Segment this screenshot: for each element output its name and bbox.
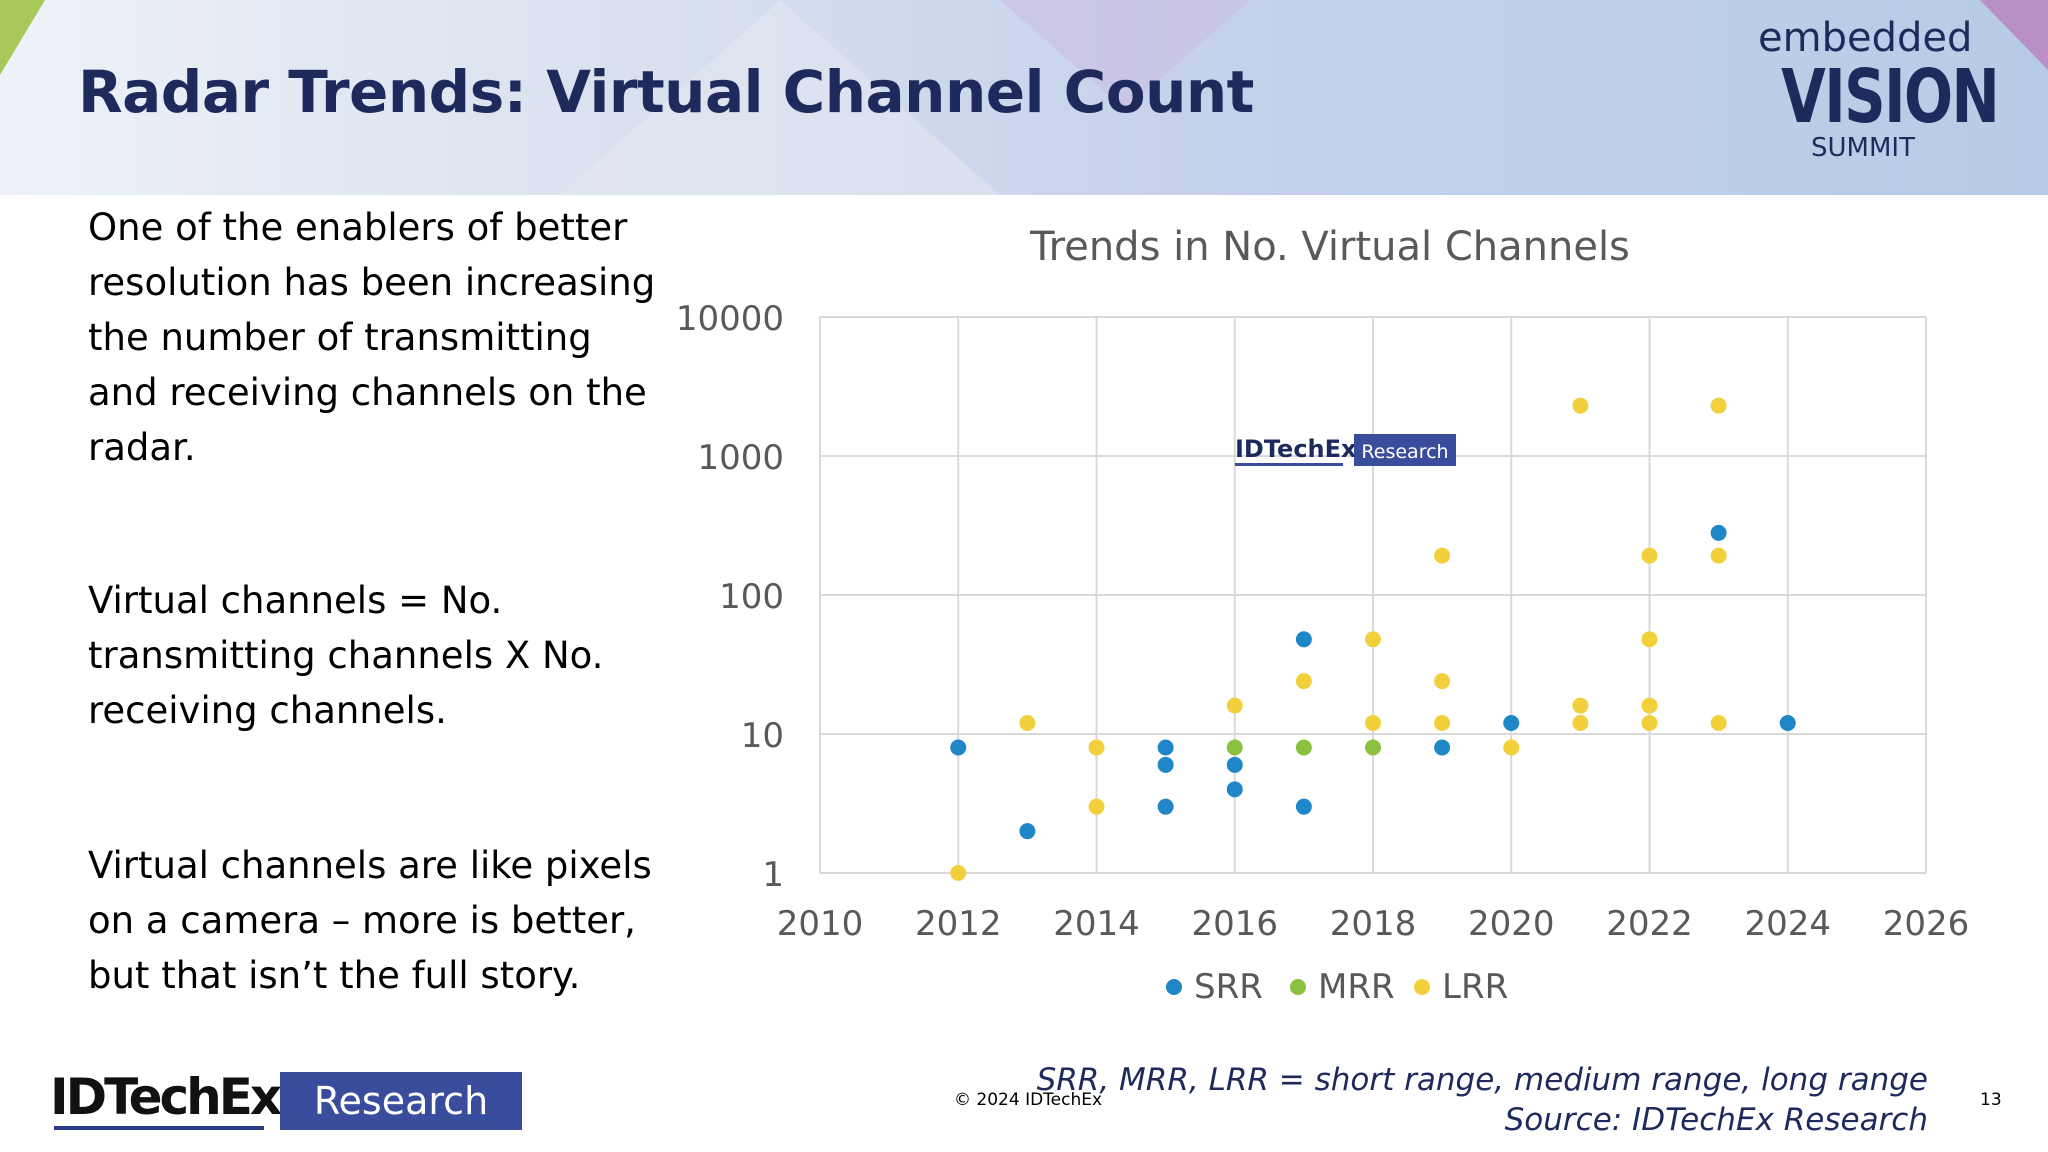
y-axis-ticks: 1 10 100 1000 10000 <box>676 299 784 895</box>
data-point-lrr <box>1641 631 1658 648</box>
y-tick-label: 1000 <box>697 438 784 478</box>
idtechex-logo-box: Research <box>280 1072 522 1130</box>
footnote-abbreviations: SRR, MRR, LRR = short range, medium rang… <box>1036 1062 1928 1098</box>
y-tick-label: 10 <box>741 716 784 756</box>
data-point-lrr <box>1019 714 1036 731</box>
x-tick-label: 2012 <box>915 904 1002 944</box>
header-triangle-2 <box>1000 0 1250 110</box>
y-tick-label: 1 <box>762 855 784 895</box>
data-point-srr <box>1157 739 1174 756</box>
x-tick-label: 2014 <box>1053 904 1140 944</box>
data-point-srr <box>1226 781 1243 798</box>
data-point-srr <box>1295 798 1312 815</box>
x-tick-label: 2022 <box>1606 904 1693 944</box>
watermark-name: IDTechEx <box>1235 435 1357 463</box>
bullet-text: One of the enablers of better resolution… <box>88 206 656 469</box>
data-point-lrr <box>1641 697 1658 714</box>
logo-line-3: SUMMIT <box>1811 133 1915 163</box>
data-point-srr <box>1710 524 1727 541</box>
x-tick-label: 2020 <box>1468 904 1555 944</box>
watermark-box <box>1354 434 1456 466</box>
y-tick-label: 10000 <box>676 299 784 339</box>
data-point-srr <box>1157 798 1174 815</box>
watermark-underline <box>1235 463 1343 466</box>
x-tick-label: 2024 <box>1744 904 1831 944</box>
bullet-text: Virtual channels are like pixels on a ca… <box>88 844 652 997</box>
embedded-vision-summit-logo: embedded VISION SUMMIT <box>1758 15 2000 163</box>
legend-marker-mrr <box>1290 979 1306 995</box>
header-corner-right <box>1980 0 2048 70</box>
data-point-lrr <box>1572 697 1589 714</box>
data-point-lrr <box>1710 714 1727 731</box>
page-number: 13 <box>1980 1090 2002 1110</box>
x-tick-label: 2026 <box>1883 904 1970 944</box>
data-point-lrr <box>1641 714 1658 731</box>
data-point-mrr <box>1295 739 1312 756</box>
idtechex-logo-underline <box>54 1126 264 1130</box>
chart-title: Trends in No. Virtual Channels <box>1029 224 1630 270</box>
legend-label-mrr: MRR <box>1318 967 1395 1007</box>
data-point-lrr <box>1226 697 1243 714</box>
logo-line-2: VISION <box>1781 54 2000 140</box>
header-triangle <box>560 0 1000 195</box>
x-tick-label: 2010 <box>777 904 864 944</box>
data-point-srr <box>1434 739 1451 756</box>
data-point-srr <box>1295 631 1312 648</box>
data-point-lrr <box>1572 714 1589 731</box>
header-banner: Radar Trends: Virtual Channel Count embe… <box>0 0 2048 195</box>
data-point-mrr <box>1365 739 1381 756</box>
header-decoration <box>0 0 2048 195</box>
data-point-mrr <box>1226 739 1243 756</box>
legend-marker-srr <box>1166 979 1182 995</box>
header-corner-left <box>0 0 45 75</box>
data-point-lrr <box>1088 798 1105 815</box>
data-point-srr <box>1019 823 1036 840</box>
footnote: SRR, MRR, LRR = short range, medium rang… <box>1037 1060 1928 1140</box>
data-point-lrr <box>1365 714 1381 731</box>
legend-label-lrr: LRR <box>1442 967 1508 1007</box>
legend-marker-lrr <box>1414 979 1430 995</box>
data-point-lrr <box>1710 547 1727 564</box>
logo-line-1: embedded <box>1758 15 1973 61</box>
data-point-lrr <box>1503 739 1520 756</box>
scatter-chart: Trends in No. Virtual Channels IDTechEx R… <box>676 224 1970 1007</box>
footnote-source: Source: IDTechEx Research <box>1504 1102 1928 1138</box>
data-point-lrr <box>950 865 967 881</box>
x-axis-ticks: 2010 2012 2014 2016 2018 2020 2022 2024 2026 <box>777 904 1970 944</box>
data-points <box>950 397 1796 881</box>
idtechex-logo-name: IDTechEx <box>50 1068 282 1126</box>
copyright-text: © 2024 IDTechEx <box>954 1090 1103 1110</box>
data-point-lrr <box>1434 547 1451 564</box>
data-point-lrr <box>1295 673 1312 690</box>
bullet-text: Virtual channels = No. transmitting chan… <box>88 579 604 732</box>
data-point-srr <box>1226 756 1243 773</box>
chart-watermark: IDTechEx Research <box>1235 434 1456 466</box>
data-point-lrr <box>1434 673 1451 690</box>
data-point-srr <box>1157 756 1174 773</box>
data-point-lrr <box>1572 397 1589 414</box>
y-tick-label: 100 <box>719 577 784 617</box>
chart-grid <box>819 316 1927 874</box>
watermark-box-text: Research <box>1361 441 1448 463</box>
x-tick-label: 2016 <box>1191 904 1278 944</box>
data-point-lrr <box>1434 714 1451 731</box>
page-title: Radar Trends: Virtual Channel Count <box>78 58 1254 126</box>
x-tick-label: 2018 <box>1330 904 1417 944</box>
chart-legend: SRR MRR LRR <box>1166 967 1508 1007</box>
data-point-srr <box>1779 714 1796 731</box>
data-point-lrr <box>1088 739 1105 756</box>
data-point-lrr <box>1641 547 1658 564</box>
data-point-srr <box>950 739 967 756</box>
data-point-srr <box>1503 714 1520 731</box>
legend-label-srr: SRR <box>1194 967 1263 1007</box>
data-point-lrr <box>1365 631 1381 648</box>
data-point-lrr <box>1710 397 1727 414</box>
